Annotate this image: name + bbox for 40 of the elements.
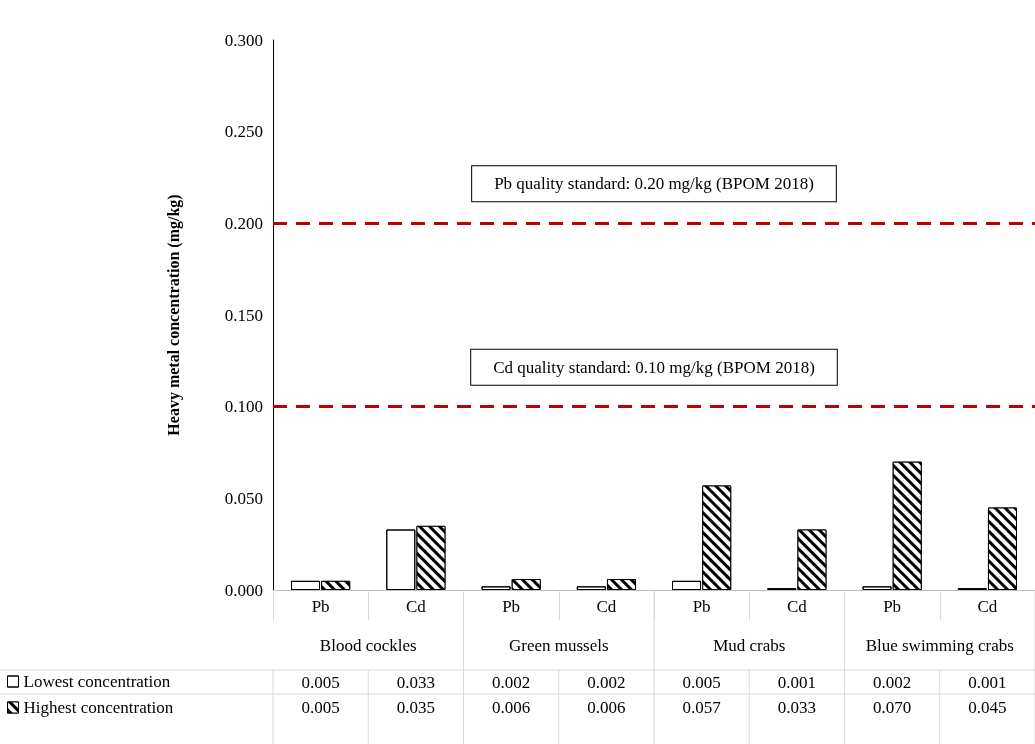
data-label: 0.001: [968, 672, 1007, 692]
y-tick-label: 0.000: [224, 580, 263, 600]
text: Mud crabs: [713, 635, 786, 655]
data-label: 0.070: [873, 697, 912, 717]
data-label: 0.033: [777, 697, 816, 717]
data-label: 0.033: [396, 672, 435, 692]
data-label: 0.005: [301, 697, 340, 717]
x-tick-label: Cd: [977, 597, 998, 616]
y-tick-label: 0.300: [224, 30, 263, 50]
text: Blood cockles: [319, 635, 417, 655]
text: Green mussels: [508, 635, 609, 655]
data-label: 0.035: [396, 697, 435, 717]
data-label: 0.005: [301, 672, 340, 692]
data-label: 0.002: [492, 672, 531, 692]
data-label: 0.005: [682, 672, 721, 692]
data-label: 0.001: [777, 672, 816, 692]
ref-line-label: Cd quality standard: 0.10 mg/kg (BPOM 2018): [493, 357, 815, 377]
y-tick-label: 0.200: [224, 213, 263, 233]
data-label: 0.045: [968, 697, 1007, 717]
y-tick-label: 0.150: [224, 305, 263, 325]
x-tick-label: Cd: [596, 597, 617, 616]
x-tick-label: Pb: [502, 597, 521, 616]
data-label: 0.006: [492, 697, 531, 717]
data-label: 0.006: [587, 697, 626, 717]
x-tick-label: Pb: [692, 597, 711, 616]
legend-label: Lowest concentration: [23, 672, 171, 691]
x-tick-label: Cd: [405, 597, 427, 616]
x-tick-label: Cd: [786, 597, 808, 616]
y-tick-label: 0.100: [224, 397, 263, 417]
x-tick-label: Pb: [311, 597, 330, 616]
y-tick-label: 0.050: [224, 488, 263, 508]
ref-line-label: Pb quality standard: 0.20 mg/kg (BPOM 2018): [494, 174, 814, 194]
data-label: 0.002: [587, 672, 626, 692]
text: Blue swimming crabs: [865, 635, 1014, 655]
y-axis-title: Heavy metal concentration (mg/kg): [164, 194, 183, 436]
data-label: 0.002: [873, 672, 912, 692]
legend-label: Highest concentration: [23, 698, 174, 717]
x-tick-label: Pb: [883, 597, 902, 616]
y-tick-label: 0.250: [224, 122, 263, 142]
data-label: 0.057: [682, 697, 722, 717]
